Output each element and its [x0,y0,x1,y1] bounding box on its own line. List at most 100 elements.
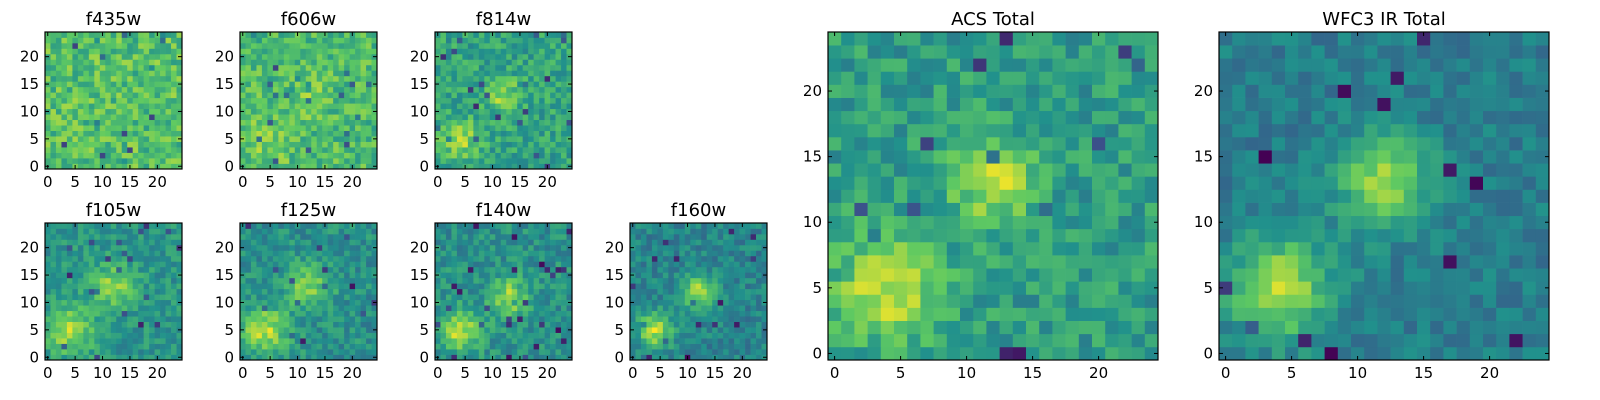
heatmap-cell [283,349,290,355]
heatmap-cell [154,119,161,126]
heatmap-cell [322,53,329,60]
heatmap-cell [83,114,90,121]
heatmap-cell [121,53,128,60]
heatmap-cell [1144,215,1159,230]
x-tick-label: 10 [93,364,112,382]
heatmap-cell [484,250,491,257]
heatmap-cell [256,277,263,284]
heatmap-cell [478,250,485,257]
heatmap-cell [360,255,367,262]
heatmap-cell [495,147,502,153]
heatmap-cell [445,103,452,110]
heatmap-cell [294,277,301,284]
heatmap-cell [668,272,675,279]
heatmap-cell [717,223,724,229]
heatmap-cell [256,147,263,153]
heatmap-cell [349,349,356,355]
heatmap-cell [360,147,367,153]
heatmap-cell [322,75,329,82]
heatmap-cell [160,327,166,333]
heatmap-cell [138,53,144,60]
heatmap-cell [61,119,68,126]
heatmap-cell [143,119,150,126]
heatmap-cell [261,103,268,110]
heatmap-cell [478,316,485,322]
heatmap-cell [528,310,534,317]
heatmap-cell [555,283,562,290]
heatmap-cell [256,266,263,273]
panel-title: f814w [476,9,531,30]
heatmap-cell [110,349,117,355]
heatmap-cell [77,37,84,44]
heatmap-cell [668,266,675,273]
heatmap-cell [539,48,545,55]
heatmap-cell [245,228,252,235]
heatmap-cell [467,332,474,339]
heatmap-cell [311,283,318,290]
heatmap-cell [138,32,144,38]
heatmap-cell [1131,307,1146,321]
heatmap-cell [684,277,691,284]
heatmap-cell [673,316,680,322]
heatmap-cell [327,272,334,279]
heatmap-cell [105,37,112,44]
heatmap-cell [500,97,507,104]
heatmap-cell [484,277,491,284]
heatmap-cell [651,321,658,328]
heatmap-cell [300,136,307,142]
heatmap-cell [473,332,480,339]
heatmap-cell [261,239,268,246]
heatmap-cell [1065,294,1080,308]
heatmap-cell [61,103,68,110]
heatmap-cell [267,299,274,306]
heatmap-cell [55,48,62,55]
heatmap-cell [761,223,768,229]
heatmap-cell [305,310,312,317]
heatmap-cell [462,147,469,153]
heatmap-cell [138,349,144,355]
heatmap-cell [723,321,729,328]
heatmap-cell [154,327,161,333]
heatmap-cell [566,114,573,121]
heatmap-cell [706,250,713,257]
heatmap-cell [973,189,987,203]
heatmap-cell [495,288,502,295]
heatmap-cell [484,103,491,110]
heatmap-cell [154,343,161,350]
heatmap-cell [289,32,296,38]
heatmap-cell [240,86,246,93]
x-tick-label: 0 [433,364,443,382]
heatmap-cell [149,244,155,251]
heatmap-cell [165,130,172,137]
heatmap-cell [116,97,123,104]
heatmap-cell [245,244,252,251]
heatmap-cell [366,223,372,229]
heatmap-cell [338,239,345,246]
heatmap-cell [300,255,307,262]
heatmap-cell [55,163,62,170]
heatmap-cell [176,305,183,312]
heatmap-cell [72,141,79,148]
heatmap-cell [517,261,524,268]
heatmap-cell [679,283,686,290]
heatmap-cell [555,158,562,164]
heatmap-cell [478,119,485,126]
heatmap-cell [745,338,751,344]
heatmap-cell [528,32,534,38]
heatmap-cell [72,53,79,60]
heatmap-cell [528,261,534,268]
heatmap-cell [739,250,746,257]
heatmap-cell [561,70,567,77]
heatmap-cell [132,272,139,279]
heatmap-cell [561,299,567,306]
heatmap-cell [462,70,469,77]
axes-frame [629,222,768,361]
heatmap-cell [522,136,529,142]
heatmap-cell [105,158,112,164]
heatmap-cell [272,223,279,229]
heatmap-cell [278,64,285,71]
heatmap-cell [316,119,323,126]
heatmap-cell [72,130,79,137]
heatmap-cell [907,346,921,361]
heatmap-cell [300,316,307,322]
